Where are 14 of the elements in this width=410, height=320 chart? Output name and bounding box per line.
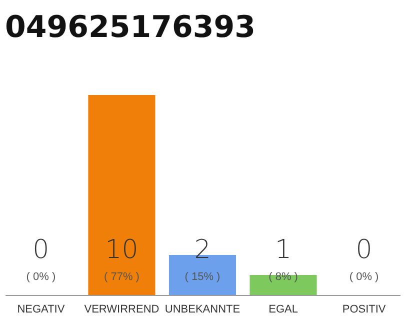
x-tick-label: EGAL bbox=[268, 304, 298, 316]
chart-title: 049625176393 bbox=[5, 10, 256, 45]
data-label: 1 bbox=[275, 235, 292, 265]
x-tick-label: VERWIRREND bbox=[84, 304, 160, 316]
annotation: ( 0% ) bbox=[26, 271, 56, 283]
data-label: 0 bbox=[356, 235, 372, 265]
annotation: ( 0% ) bbox=[349, 271, 379, 283]
annotation: ( 77% ) bbox=[104, 271, 140, 283]
data-label: 0 bbox=[32, 235, 50, 265]
x-tick-label: POSITIV bbox=[342, 304, 386, 316]
x-tick-label: UNBEKANNTE bbox=[164, 304, 240, 316]
annotation: ( 15% ) bbox=[184, 271, 220, 283]
data-label: 10 bbox=[105, 235, 138, 265]
x-tick-label: NEGATIV bbox=[17, 304, 66, 316]
